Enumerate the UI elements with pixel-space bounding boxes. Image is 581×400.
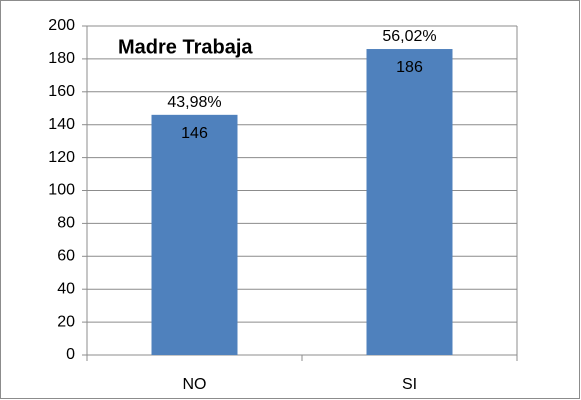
y-tick-label: 40 (57, 280, 75, 297)
y-tick-label: 140 (48, 116, 75, 133)
data-label: 146 (181, 125, 208, 142)
y-tick-label: 60 (57, 248, 75, 265)
bar (366, 49, 453, 355)
x-tick-label: NO (183, 376, 207, 393)
data-label: 186 (396, 59, 423, 76)
x-tick-label: SI (402, 376, 417, 393)
percent-label: 56,02% (382, 28, 436, 45)
y-tick-label: 160 (48, 83, 75, 100)
y-tick-label: 20 (57, 313, 75, 330)
y-tick-label: 120 (48, 149, 75, 166)
percent-label: 43,98% (167, 94, 221, 111)
y-tick-label: 180 (48, 50, 75, 67)
y-tick-label: 100 (48, 182, 75, 199)
y-tick-label: 200 (48, 17, 75, 34)
y-tick-label: 80 (57, 215, 75, 232)
chart-title: Madre Trabaja (118, 36, 253, 58)
y-tick-label: 0 (66, 346, 75, 363)
bar (151, 114, 238, 355)
